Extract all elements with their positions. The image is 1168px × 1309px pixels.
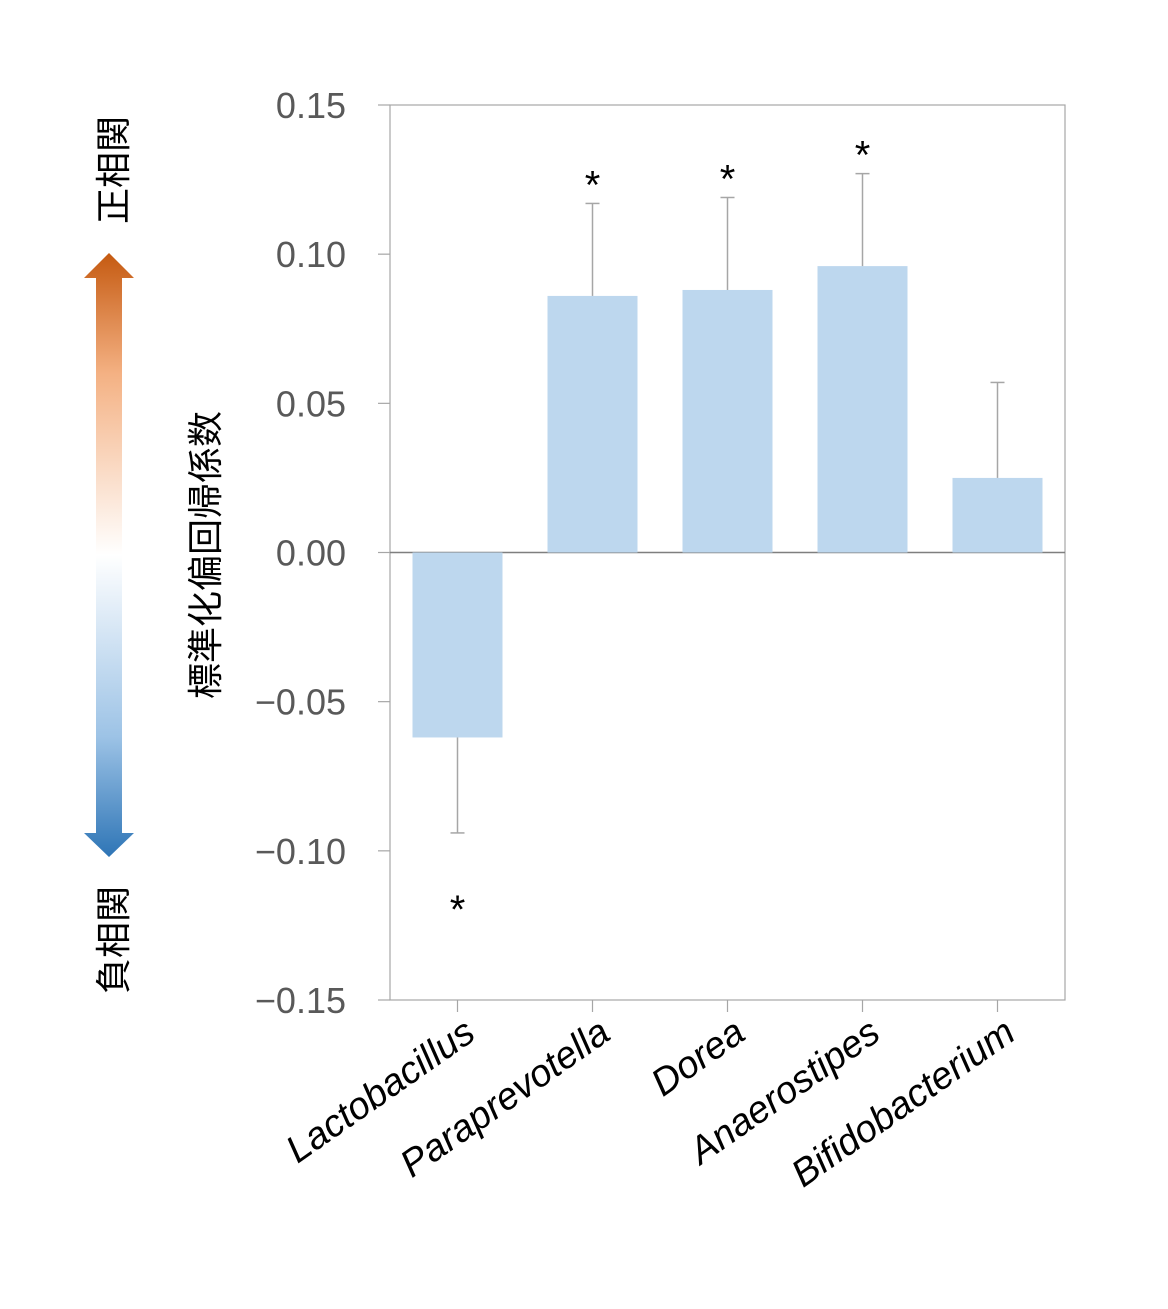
bar-bifidobacterium <box>952 477 1043 553</box>
positive-correlation-label: 正相関 <box>93 116 134 224</box>
y-tick-label: 0.05 <box>276 383 346 424</box>
bar-lactobacillus <box>412 552 503 738</box>
bar-paraprevotella <box>547 295 638 553</box>
significance-marker: * <box>450 888 466 932</box>
y-tick-label: −0.05 <box>255 682 346 723</box>
significance-marker: * <box>720 157 736 201</box>
significance-marker: * <box>855 134 871 178</box>
y-tick-label: 0.00 <box>276 533 346 574</box>
y-tick-label: 0.15 <box>276 85 346 126</box>
correlation-arrow <box>84 253 134 857</box>
y-axis-label: 標準化偏回帰係数 <box>185 411 226 699</box>
x-tick-label: Dorea <box>644 1011 753 1105</box>
bar-dorea <box>682 289 773 553</box>
x-tick-label: Bifidobacterium <box>784 1011 1023 1196</box>
significance-marker: * <box>585 163 601 207</box>
y-tick-label: −0.10 <box>255 831 346 872</box>
y-tick-label: 0.10 <box>276 234 346 275</box>
double-arrow-icon <box>84 253 134 857</box>
bar-anaerostipes <box>817 266 908 553</box>
negative-correlation-label: 負相関 <box>93 886 134 994</box>
y-tick-label: −0.15 <box>255 980 346 1021</box>
